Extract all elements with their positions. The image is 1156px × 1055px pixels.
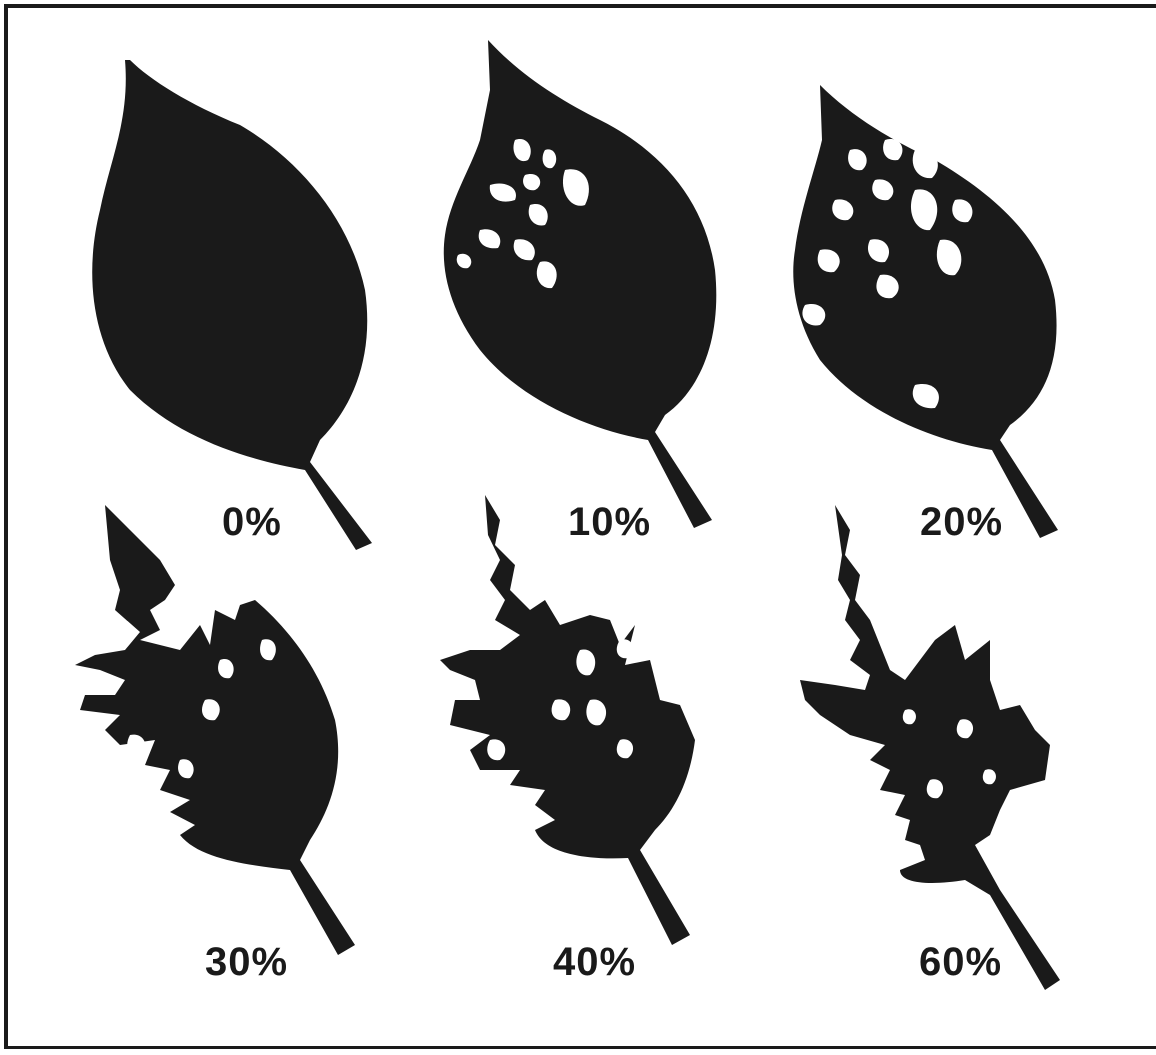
leaf-10-percent <box>443 40 717 528</box>
leaf-label-0: 0% <box>222 500 282 544</box>
leaf-60-percent <box>800 505 1060 990</box>
leaf-label-10: 10% <box>568 500 652 544</box>
leaf-label-40: 40% <box>553 940 637 984</box>
leaf-0-percent <box>92 60 372 550</box>
leaf-20-percent <box>793 85 1058 538</box>
leaf-label-30: 30% <box>205 940 289 984</box>
leaf-label-20: 20% <box>920 500 1004 544</box>
leaf-30-percent <box>75 505 355 955</box>
leaf-40-percent <box>440 495 695 945</box>
leaf-label-60: 60% <box>919 940 1003 984</box>
